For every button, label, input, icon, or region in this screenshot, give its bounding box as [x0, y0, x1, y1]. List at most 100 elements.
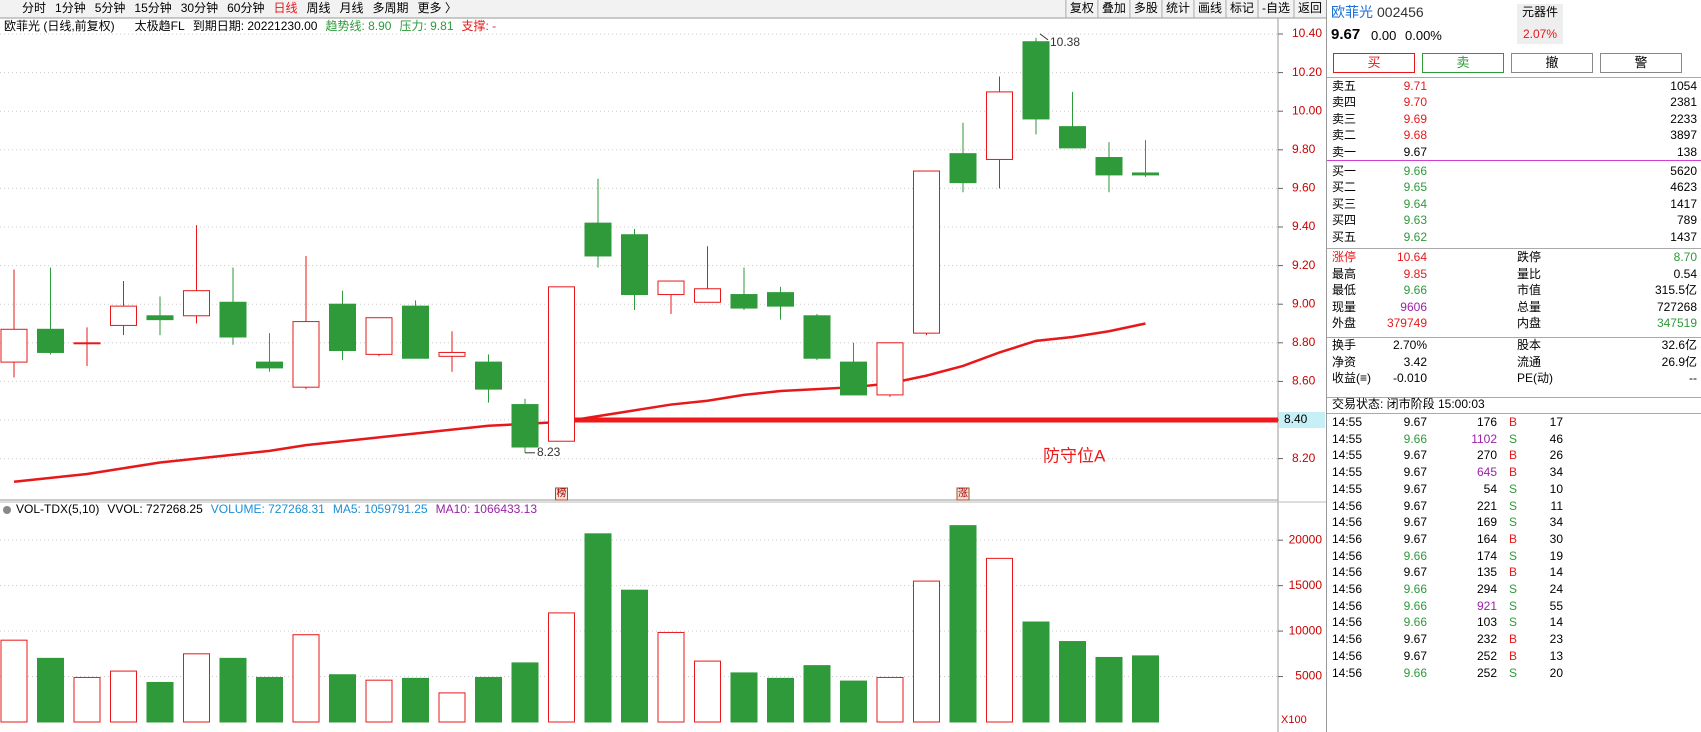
stat-value: 9606	[1400, 299, 1427, 314]
stat-label: 外盘	[1332, 316, 1357, 331]
candle-body	[37, 328, 64, 353]
vol-unit: X100	[1281, 714, 1307, 726]
vol-header: MA5: 1059791.25	[333, 502, 428, 516]
candle-body	[876, 342, 904, 396]
candle-body	[256, 361, 283, 369]
tool-button[interactable]: 统计	[1166, 1, 1190, 15]
tool-button[interactable]: 标记	[1230, 1, 1254, 15]
trade-side: B	[1509, 531, 1518, 546]
trade-count: 13	[1549, 648, 1563, 663]
quote-panel: 欧菲光 002456 元器件 2.07% 9.67 0.00 0.00% 买卖撤警卖五 9.71…	[1326, 0, 1701, 732]
stat-label: 净资	[1332, 354, 1357, 369]
trade-volume: 921	[1476, 598, 1497, 613]
candle-body	[767, 292, 794, 307]
period-tab[interactable]: 1分钟	[55, 0, 86, 15]
trade-count: 46	[1549, 431, 1563, 446]
book-label: 买五	[1332, 229, 1357, 244]
trade-button[interactable]: 卖	[1422, 53, 1504, 73]
change: 0.00	[1371, 28, 1397, 43]
trade-count: 26	[1549, 448, 1563, 463]
period-tab[interactable]: 5分钟	[95, 0, 126, 15]
volume-bar	[1022, 621, 1050, 723]
volume-bar	[365, 679, 393, 723]
y-tick-label: 10.40	[1292, 26, 1322, 40]
candle-body	[1022, 41, 1050, 120]
trade-volume: 135	[1476, 565, 1497, 580]
trade-button[interactable]: 撤	[1511, 53, 1593, 73]
period-tab[interactable]: 分时	[22, 1, 46, 15]
y-tick-label: 9.00	[1292, 296, 1316, 310]
stat-value: 9.66	[1403, 283, 1427, 298]
stat-value: 8.70	[1673, 250, 1697, 264]
period-tab[interactable]: 多周期	[373, 1, 409, 15]
period-tab[interactable]: 月线	[340, 1, 364, 15]
tool-button[interactable]: 画线	[1198, 1, 1222, 15]
trade-price: 9.67	[1403, 481, 1427, 496]
candle-body	[730, 294, 758, 309]
trade-price: 9.66	[1403, 548, 1427, 563]
volume-bar	[803, 665, 831, 723]
marker: 榜	[557, 487, 567, 500]
trade-price: 9.66	[1403, 431, 1427, 446]
candle-body	[402, 305, 429, 359]
trade-side: S	[1509, 515, 1518, 530]
stat-value: 347519	[1656, 316, 1697, 331]
price-flag-label: 8.40	[1284, 412, 1308, 426]
info-text: 欧菲光 (日线,前复权)	[4, 18, 115, 33]
trade-side: S	[1509, 498, 1518, 513]
book-price: 9.71	[1403, 79, 1427, 93]
period-tab[interactable]: 30分钟	[181, 0, 218, 15]
y-tick-label: 9.40	[1292, 219, 1316, 233]
volume-bar	[475, 676, 502, 723]
stat-value: 3.42	[1403, 354, 1427, 369]
tool-button[interactable]: 多股	[1134, 1, 1158, 15]
stat-label: 换手	[1332, 338, 1357, 352]
book-price: 9.66	[1403, 164, 1427, 178]
trade-time: 14:56	[1332, 565, 1363, 580]
tool-button[interactable]: 返回	[1298, 1, 1322, 15]
period-tab[interactable]: 周线	[306, 1, 330, 15]
info-text: 太极趋FL	[135, 18, 185, 33]
candle-body	[1132, 172, 1159, 176]
volume-bar	[730, 672, 758, 723]
trade-side: S	[1509, 548, 1518, 563]
arrow	[1039, 33, 1049, 41]
volume-bar	[621, 589, 648, 723]
price: 9.67	[1331, 26, 1361, 43]
info-text: 压力: 9.81	[399, 19, 453, 33]
trade-count: 20	[1549, 665, 1563, 680]
book-volume: 1054	[1670, 79, 1697, 93]
trade-count: 34	[1549, 515, 1563, 530]
trade-time: 14:55	[1332, 448, 1363, 463]
trade-button[interactable]: 买	[1333, 53, 1415, 73]
trade-count: 23	[1549, 632, 1563, 647]
book-label: 卖二	[1332, 128, 1357, 143]
low-label: 8.23	[537, 445, 561, 459]
trade-count: 10	[1549, 481, 1563, 496]
candle-body	[621, 234, 648, 296]
volume-bar	[694, 660, 721, 723]
tool-button[interactable]: 叠加	[1102, 1, 1126, 15]
vol-header: VOL-TDX(5,10)	[16, 502, 99, 516]
tool-button[interactable]: -自选	[1262, 1, 1290, 15]
trade-button[interactable]: 警	[1600, 53, 1682, 73]
period-tab[interactable]: 60分钟	[227, 0, 264, 15]
trade-side: S	[1509, 431, 1518, 446]
period-tab[interactable]: 15分钟	[134, 0, 171, 15]
period-tab[interactable]: 日线	[273, 1, 297, 15]
trade-side: S	[1509, 598, 1518, 613]
volume-bar	[767, 677, 794, 723]
vol-header: MA10: 1066433.13	[436, 502, 538, 516]
y-tick-label: 8.20	[1292, 451, 1316, 465]
info-text: 支撑: -	[462, 18, 497, 33]
trade-time: 14:56	[1332, 515, 1363, 530]
tool-button[interactable]: 复权	[1070, 1, 1094, 15]
y-tick-label: 10.00	[1292, 103, 1322, 117]
period-tab[interactable]: 更多 〉	[418, 1, 457, 15]
book-volume: 2233	[1670, 111, 1697, 126]
book-volume: 789	[1676, 213, 1697, 228]
trade-price: 9.66	[1403, 665, 1427, 680]
volume-bar	[657, 631, 685, 723]
y-tick-label: 8.80	[1292, 335, 1316, 349]
stat-value: 26.9亿	[1661, 354, 1697, 369]
